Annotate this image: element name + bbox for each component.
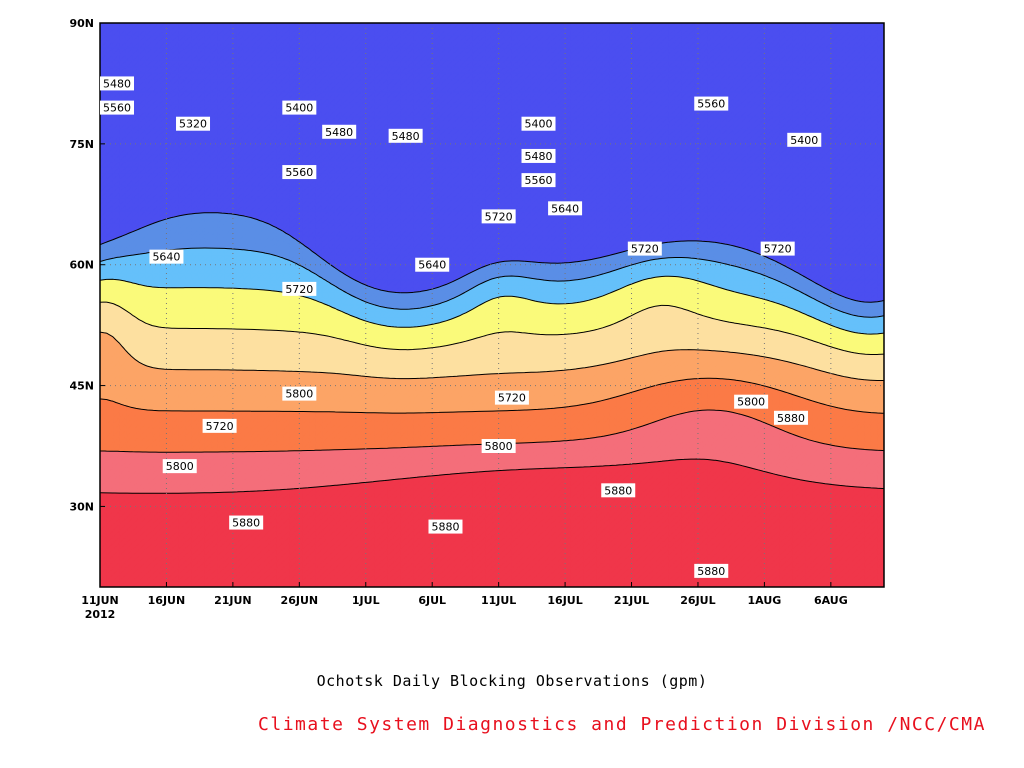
svg-text:5400: 5400 (525, 118, 553, 131)
contour-label: 5880 (428, 519, 463, 534)
svg-text:5640: 5640 (152, 251, 180, 264)
svg-text:5480: 5480 (392, 130, 420, 143)
contour-label: 5640 (149, 249, 184, 264)
contour-label: 5880 (773, 410, 808, 425)
contour-label: 5560 (521, 173, 556, 188)
contour-label: 5320 (176, 116, 211, 131)
contour-labels: 5480 5560 5320 5400 5480 5480 5560 5640 5640 5720… (100, 76, 822, 578)
contour-label: 5880 (694, 563, 729, 578)
contour-fills (100, 23, 884, 587)
svg-text:5800: 5800 (737, 396, 765, 409)
svg-text:5800: 5800 (166, 460, 194, 473)
svg-text:5560: 5560 (697, 98, 725, 111)
contour-label: 5400 (282, 100, 317, 115)
contour-5800 (100, 409, 884, 453)
svg-text:5720: 5720 (764, 243, 792, 256)
svg-text:5880: 5880 (431, 521, 459, 534)
svg-text:5720: 5720 (485, 210, 513, 223)
svg-text:5800: 5800 (485, 440, 513, 453)
x-axis: 11JUN 16JUN 21JUN 26JUN 1JUL 6JUL 11JUL 16JUL 21… (81, 582, 848, 621)
contour-label: 5480 (100, 76, 134, 91)
x-tick-label: 21JUL (614, 594, 649, 607)
svg-text:5400: 5400 (285, 102, 313, 115)
x-tick-label: 6AUG (814, 594, 848, 607)
contour-label: 5480 (521, 148, 556, 163)
contour-label: 5640 (548, 201, 583, 216)
x-tick-label: 11JUL (481, 594, 516, 607)
contour-5640 (100, 331, 884, 381)
contour-label: 5880 (601, 483, 636, 498)
svg-text:5480: 5480 (103, 77, 131, 90)
y-tick-label: 75N (69, 138, 94, 151)
contour-label: 5560 (100, 100, 134, 115)
svg-text:5720: 5720 (631, 243, 659, 256)
svg-text:5720: 5720 (498, 392, 526, 405)
contour-label: 5400 (787, 132, 822, 147)
contour-5400 (100, 247, 884, 318)
x-tick-label: 6JUL (418, 594, 446, 607)
contour-label: 5720 (202, 418, 237, 433)
x-tick-label: 1AUG (748, 594, 782, 607)
grid-lines (100, 23, 884, 587)
svg-text:5560: 5560 (285, 166, 313, 179)
svg-text:5480: 5480 (525, 150, 553, 163)
contour-label: 5480 (388, 128, 423, 143)
x-tick-label: 16JUL (547, 594, 582, 607)
y-tick-label: 60N (69, 259, 94, 272)
svg-text:5560: 5560 (525, 174, 553, 187)
plot-area (100, 23, 884, 587)
band-8 (100, 458, 884, 587)
x-tick-label: 11JUN (81, 594, 119, 607)
y-tick-label: 90N (69, 17, 94, 30)
y-axis: 30N 45N 60N 75N 90N (69, 17, 105, 513)
svg-text:5800: 5800 (285, 388, 313, 401)
y-tick-label: 30N (69, 500, 94, 513)
contour-label: 5560 (694, 96, 729, 111)
contour-label: 5720 (282, 281, 317, 296)
contour-label: 5480 (322, 124, 357, 139)
contour-label: 5720 (760, 241, 795, 256)
x-tick-label: 26JUN (281, 594, 319, 607)
contour-label: 5800 (282, 386, 317, 401)
contour-5720 (100, 377, 884, 414)
contour-label: 5720 (481, 209, 516, 224)
plot-frame (99, 22, 885, 588)
svg-text:5480: 5480 (325, 126, 353, 139)
x-tick-label: 26JUL (680, 594, 715, 607)
contour-label: 5800 (481, 439, 516, 453)
svg-text:5640: 5640 (551, 202, 579, 215)
contour-label: 5800 (734, 394, 769, 409)
contour-5880 (100, 458, 884, 494)
svg-text:5400: 5400 (790, 134, 818, 147)
svg-text:5320: 5320 (179, 118, 207, 131)
y-tick-label: 45N (69, 380, 94, 393)
contour-label: 5400 (521, 116, 556, 131)
contour-5560 (100, 301, 884, 355)
svg-text:5640: 5640 (418, 259, 446, 272)
svg-text:5560: 5560 (103, 102, 131, 115)
contour-label: 5720 (494, 390, 529, 405)
svg-text:5880: 5880 (777, 412, 805, 425)
svg-text:5880: 5880 (604, 484, 632, 497)
contour-label: 5880 (229, 515, 264, 530)
svg-text:5880: 5880 (232, 517, 260, 530)
contour-label: 5640 (415, 257, 450, 272)
contour-lines (100, 212, 884, 494)
x-tick-label: 16JUN (148, 594, 186, 607)
contour-label: 5560 (282, 165, 317, 180)
contour-label: 5800 (162, 459, 197, 474)
contour-label: 5720 (627, 241, 662, 256)
x-tick-label: 1JUL (352, 594, 380, 607)
credit-text: Climate System Diagnostics and Predictio… (258, 714, 986, 735)
chart-title: Ochotsk Daily Blocking Observations (gpm… (316, 672, 708, 690)
svg-text:5720: 5720 (285, 283, 313, 296)
svg-text:5880: 5880 (697, 565, 725, 578)
x-tick-label: 21JUN (214, 594, 252, 607)
x-year-label: 2012 (85, 608, 116, 621)
contour-5320 (100, 212, 884, 303)
svg-text:5720: 5720 (206, 420, 234, 433)
band-0 (100, 23, 884, 303)
